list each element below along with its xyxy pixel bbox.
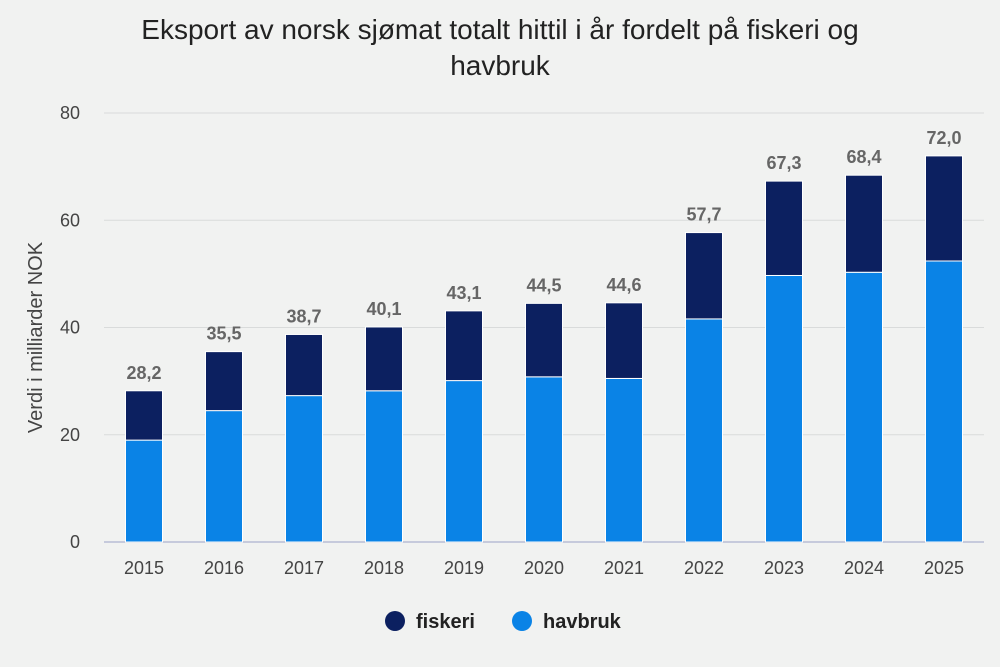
total-label: 44,5 <box>526 275 561 295</box>
total-label: 40,1 <box>366 299 401 319</box>
total-label: 68,4 <box>846 147 881 167</box>
legend-marker-havbruk <box>512 611 532 631</box>
chart-title: Eksport av norsk sjømat totalt hittil i … <box>141 14 859 81</box>
bar-havbruk <box>285 395 323 543</box>
bar-fiskeri <box>205 351 243 412</box>
bar-havbruk <box>525 376 563 543</box>
y-tick-label: 20 <box>60 425 80 445</box>
total-label: 35,5 <box>206 324 241 344</box>
bar-havbruk <box>845 271 883 543</box>
bar-havbruk <box>205 410 243 543</box>
total-label: 67,3 <box>766 153 801 173</box>
bar-havbruk <box>925 260 963 543</box>
x-tick-label: 2018 <box>364 558 404 578</box>
x-tick-label: 2020 <box>524 558 564 578</box>
x-tick-label: 2022 <box>684 558 724 578</box>
x-tick-label: 2017 <box>284 558 324 578</box>
bar-havbruk <box>685 318 723 543</box>
bar-fiskeri <box>765 180 803 276</box>
bar-fiskeri <box>285 333 323 397</box>
bar-havbruk <box>365 390 403 543</box>
total-label: 38,7 <box>286 306 321 326</box>
x-tick-label: 2025 <box>924 558 964 578</box>
x-tick-label: 2024 <box>844 558 884 578</box>
bar-havbruk <box>125 439 163 543</box>
bar-fiskeri <box>685 232 723 320</box>
y-tick-label: 80 <box>60 103 80 123</box>
y-tick-label: 0 <box>70 532 80 552</box>
bar-fiskeri <box>445 310 483 382</box>
total-label: 44,6 <box>606 275 641 295</box>
bar-fiskeri <box>845 174 883 273</box>
total-label: 28,2 <box>126 363 161 383</box>
y-tick-label: 60 <box>60 210 80 230</box>
bar-fiskeri <box>605 302 643 379</box>
total-label: 43,1 <box>446 283 481 303</box>
bar-fiskeri <box>125 390 163 441</box>
total-label: 57,7 <box>686 205 721 225</box>
y-tick-label: 40 <box>60 318 80 338</box>
total-label: 72,0 <box>926 128 961 148</box>
bar-fiskeri <box>525 302 563 378</box>
bar-havbruk <box>445 380 483 543</box>
x-tick-label: 2015 <box>124 558 164 578</box>
x-tick-label: 2021 <box>604 558 644 578</box>
legend-label-havbruk: havbruk <box>543 611 622 633</box>
x-tick-label: 2016 <box>204 558 244 578</box>
legend-label-fiskeri: fiskeri <box>416 611 475 633</box>
x-tick-label: 2023 <box>764 558 804 578</box>
x-tick-label: 2019 <box>444 558 484 578</box>
bar-havbruk <box>765 274 803 543</box>
legend-marker-fiskeri <box>385 611 405 631</box>
bar-fiskeri <box>365 326 403 392</box>
bar-havbruk <box>605 377 643 543</box>
y-axis-title: Verdi i milliarder NOK <box>25 241 47 433</box>
bar-fiskeri <box>925 155 963 262</box>
